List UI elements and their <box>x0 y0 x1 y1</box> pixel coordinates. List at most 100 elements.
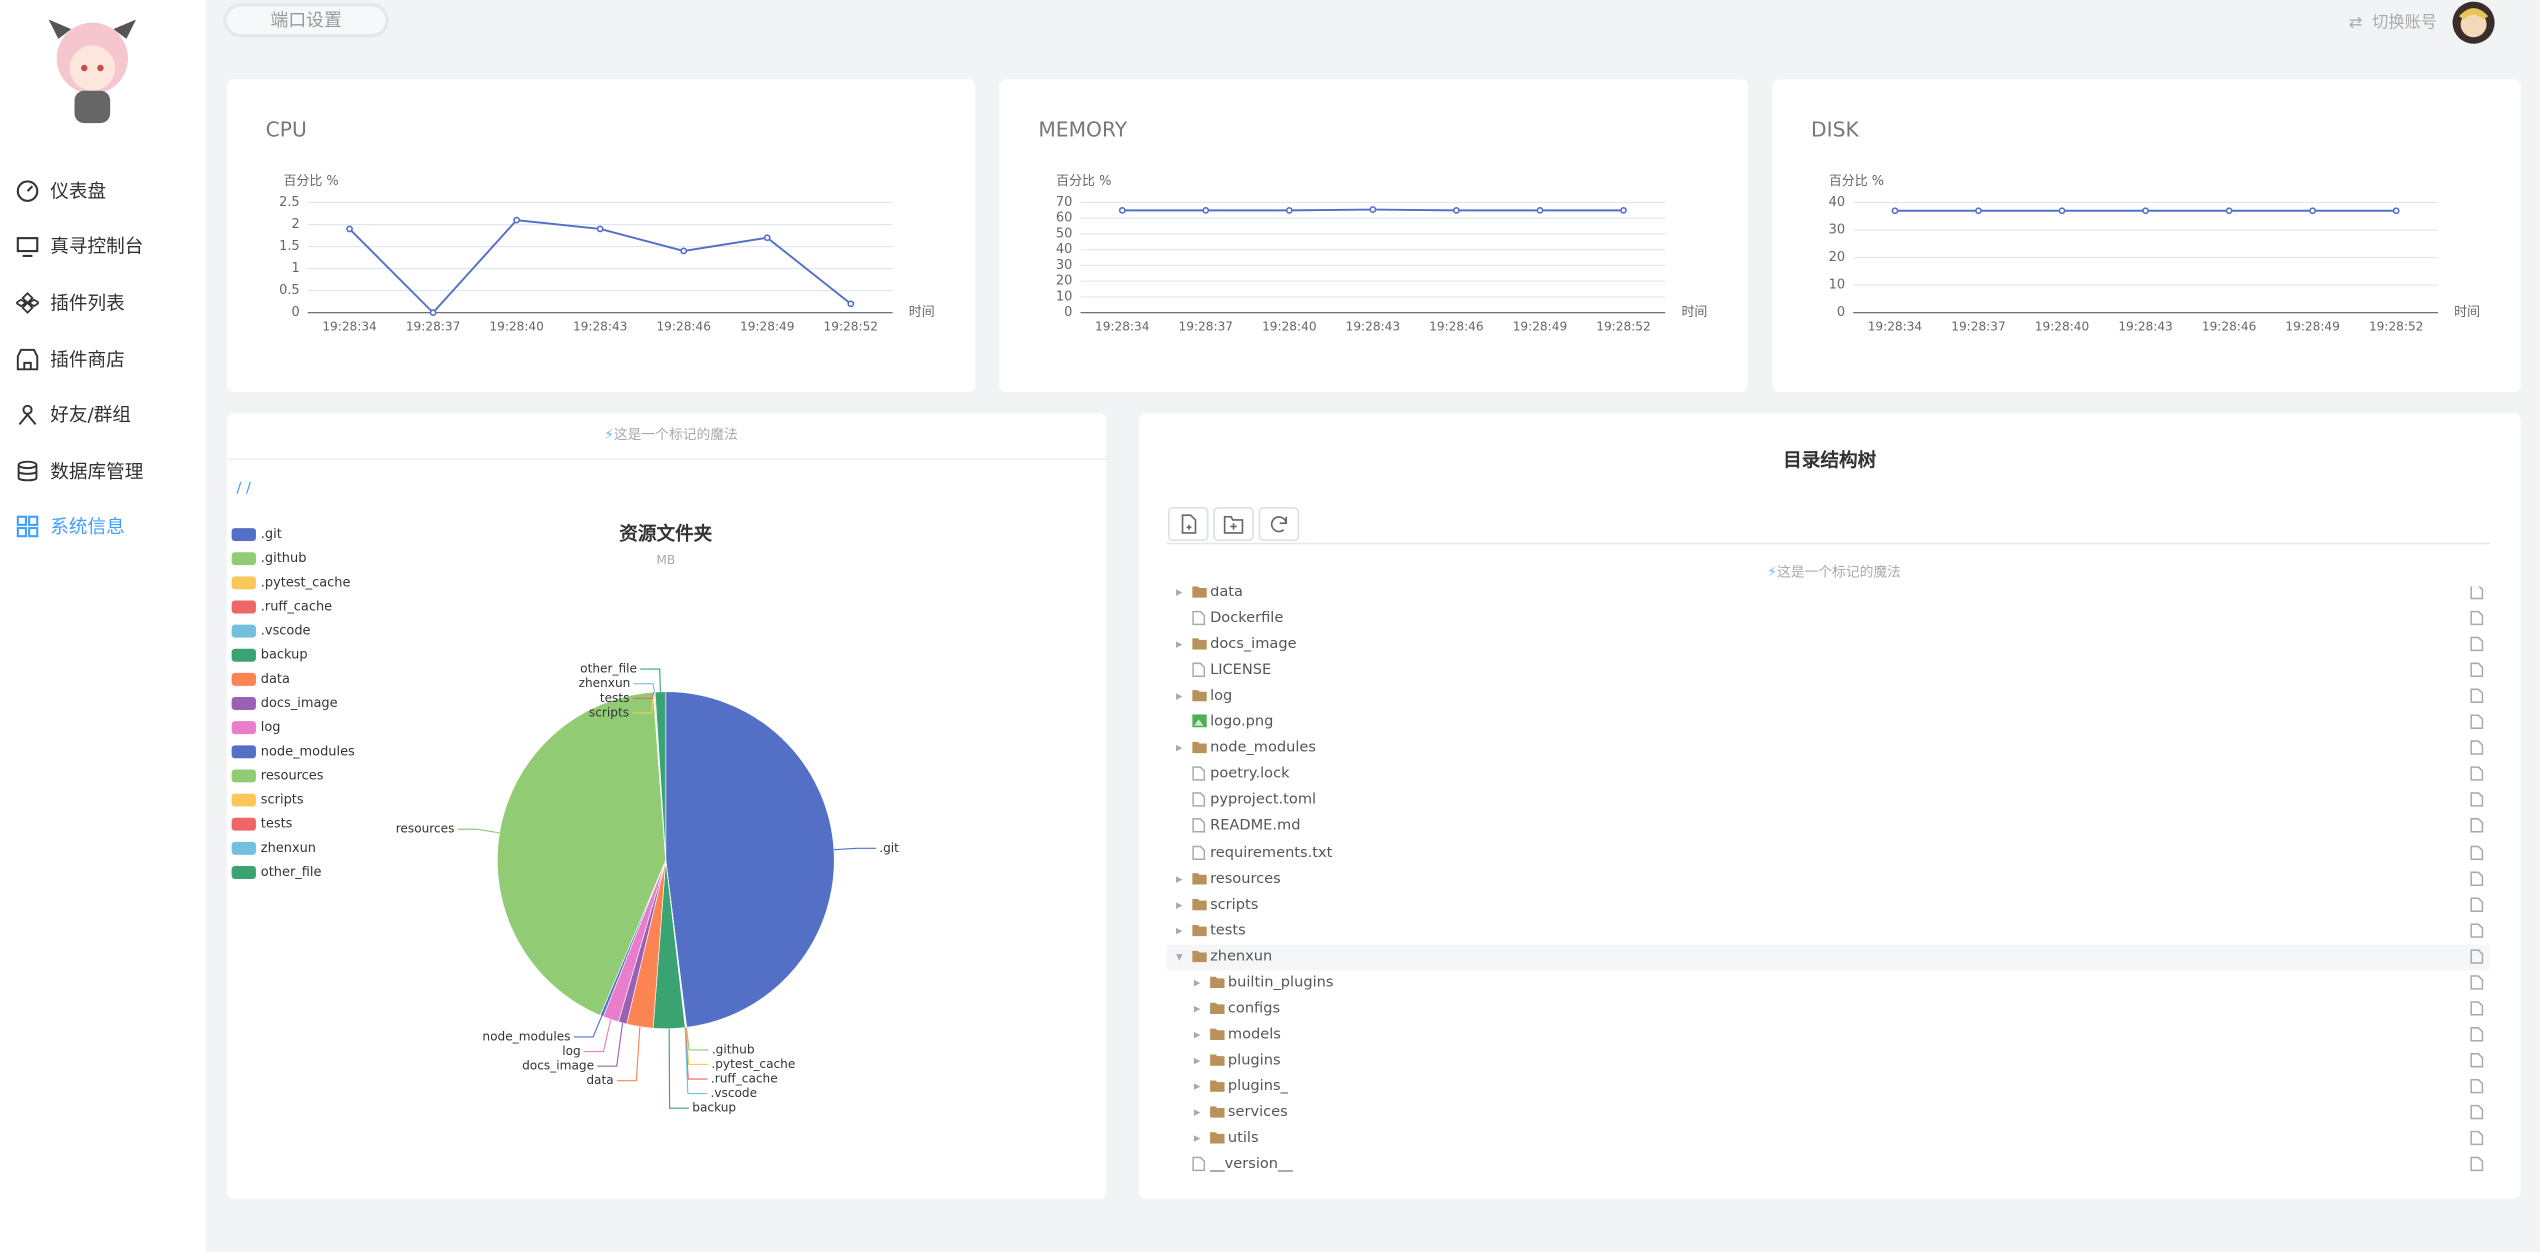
tree-row[interactable]: LICENSE <box>1166 658 2489 684</box>
notice: ⚡这是一个标记的魔法 <box>1767 562 1901 581</box>
expand-arrow[interactable]: ▸ <box>1193 974 1201 990</box>
row-action[interactable] <box>2470 792 2484 808</box>
menu-item[interactable]: 仪表盘 <box>0 172 206 211</box>
node-icon <box>1192 689 1207 702</box>
node-label: node_modules <box>1210 740 1316 757</box>
tree-row[interactable]: README.md <box>1166 814 2489 840</box>
tree-row[interactable]: ▸ log <box>1166 684 2489 710</box>
tree-row[interactable]: pyproject.toml <box>1166 788 2489 814</box>
tree-row[interactable]: ▸ plugins <box>1166 1048 2489 1074</box>
row-action[interactable] <box>2470 610 2484 626</box>
expand-arrow[interactable]: ▸ <box>1176 896 1183 912</box>
node-label: configs <box>1227 1000 1281 1017</box>
row-action[interactable] <box>2470 922 2484 938</box>
row-action[interactable] <box>2470 1156 2484 1172</box>
row-action[interactable] <box>2470 1078 2484 1094</box>
row-action[interactable] <box>2470 844 2484 860</box>
tree-row[interactable]: ▸ configs <box>1166 996 2489 1022</box>
expand-arrow[interactable]: ▸ <box>1176 922 1183 938</box>
tree-row[interactable]: Dockerfile <box>1166 606 2489 632</box>
expand-arrow[interactable]: ▸ <box>1193 1104 1201 1120</box>
expand-arrow[interactable]: ▸ <box>1176 740 1183 756</box>
expand-arrow[interactable]: ▸ <box>1193 1078 1201 1094</box>
expand-arrow[interactable]: ▸ <box>1172 953 1188 961</box>
row-action[interactable] <box>2470 1104 2484 1120</box>
magic-icon: ⚡ <box>1767 565 1777 582</box>
tree-row[interactable]: ▸ data <box>1166 586 2489 605</box>
row-action[interactable] <box>2470 1000 2484 1016</box>
expand-arrow[interactable]: ▸ <box>1176 586 1183 600</box>
tree-row[interactable]: ▸ utils <box>1166 1126 2489 1152</box>
menu-item[interactable]: 数据库管理 <box>0 452 206 491</box>
row-action[interactable] <box>2470 818 2484 834</box>
tree-row[interactable]: ▸ builtin_plugins <box>1166 970 2489 996</box>
row-action[interactable] <box>2470 1026 2484 1042</box>
user-avatar[interactable] <box>2451 0 2496 45</box>
tree-row[interactable]: ▸ resources <box>1166 866 2489 892</box>
row-action[interactable] <box>2470 896 2484 912</box>
menu-item[interactable]: 插件列表 <box>0 283 206 322</box>
tree-row[interactable]: ▸ docs_image <box>1166 632 2489 658</box>
tab[interactable]: 端口设置 <box>223 3 389 38</box>
tree-row[interactable]: requirements.txt <box>1166 840 2489 866</box>
disk-card <box>1772 79 2521 393</box>
row-action[interactable] <box>2470 1130 2484 1146</box>
menu-label: 插件商店 <box>50 348 125 371</box>
tree-row[interactable]: ▸ tests <box>1166 918 2489 944</box>
menu-label: 系统信息 <box>50 515 125 538</box>
node-icon <box>1192 766 1206 782</box>
row-action[interactable] <box>2470 1052 2484 1068</box>
expand-arrow[interactable]: ▸ <box>1176 636 1183 652</box>
expand-arrow[interactable]: ▸ <box>1193 1130 1201 1146</box>
notice-text: 这是一个标记的魔法 <box>613 427 738 444</box>
menu-label: 数据库管理 <box>50 460 144 483</box>
menu-label: 真寻控制台 <box>50 234 144 258</box>
row-action[interactable] <box>2470 766 2484 782</box>
row-action[interactable] <box>2470 870 2484 886</box>
tree-row[interactable]: ▸ node_modules <box>1166 736 2489 762</box>
row-action[interactable] <box>2470 948 2484 964</box>
node-icon <box>1192 662 1206 678</box>
divider <box>226 458 1107 461</box>
row-action[interactable] <box>2470 586 2484 600</box>
cpu-card <box>226 79 976 393</box>
node-label: __version__ <box>1210 1156 1293 1173</box>
tree-row[interactable]: logo.png <box>1166 710 2489 736</box>
tree-row[interactable]: poetry.lock <box>1166 762 2489 788</box>
row-action[interactable] <box>2470 740 2484 756</box>
expand-arrow[interactable]: ▸ <box>1193 1026 1201 1042</box>
expand-arrow[interactable]: ▸ <box>1176 688 1183 704</box>
row-action[interactable] <box>2470 662 2484 678</box>
menu-item[interactable]: 好友/群组 <box>0 395 206 434</box>
menu-item[interactable]: 真寻控制台 <box>0 227 206 266</box>
expand-arrow[interactable]: ▸ <box>1193 1000 1201 1016</box>
tree-row[interactable]: __version__ <box>1166 1152 2489 1178</box>
node-icon <box>1210 1105 1225 1118</box>
tree-row[interactable]: ▸ zhenxun <box>1166 943 2490 970</box>
node-label: plugins_ <box>1227 1078 1288 1095</box>
tree-row[interactable]: ▸ services <box>1166 1100 2489 1126</box>
new-folder-button[interactable] <box>1213 507 1254 542</box>
node-icon <box>1192 610 1206 626</box>
refresh-button[interactable] <box>1258 507 1300 542</box>
menu-item[interactable]: 系统信息 <box>0 507 206 546</box>
row-action[interactable] <box>2470 636 2484 652</box>
new-file-button[interactable] <box>1167 507 1209 542</box>
tree-row[interactable]: ▸ models <box>1166 1022 2489 1048</box>
row-action[interactable] <box>2470 974 2484 990</box>
row-action[interactable] <box>2470 688 2484 704</box>
expand-arrow[interactable]: ▸ <box>1176 870 1183 886</box>
node-icon <box>1192 923 1207 936</box>
row-action[interactable] <box>2470 714 2484 730</box>
node-label: models <box>1227 1026 1281 1043</box>
tree-row[interactable]: ▸ plugins_ <box>1166 1074 2489 1100</box>
switch-account[interactable]: ⇄ 切换账号 <box>2349 8 2437 33</box>
menu-item[interactable]: 插件商店 <box>0 340 206 379</box>
tree-row[interactable]: ▸ scripts <box>1166 892 2489 918</box>
node-label: README.md <box>1210 818 1301 835</box>
breadcrumb[interactable]: / / <box>236 481 251 498</box>
node-icon <box>1192 792 1206 808</box>
node-label: plugins <box>1227 1052 1281 1069</box>
expand-arrow[interactable]: ▸ <box>1193 1052 1201 1068</box>
